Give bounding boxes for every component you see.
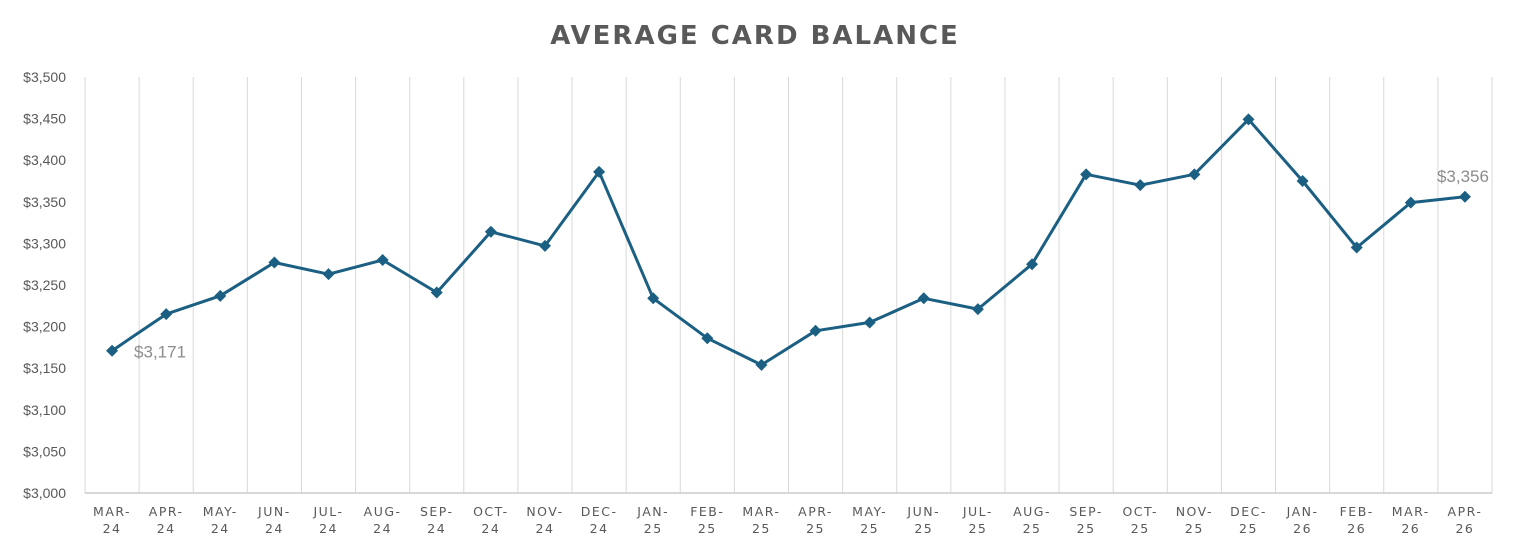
data-point-marker	[160, 308, 173, 321]
x-tick-label: NOV-24	[526, 504, 563, 536]
y-tick-label: $3,150	[23, 360, 66, 376]
x-tick-label: DEC-24	[581, 504, 618, 536]
y-tick-label: $3,100	[23, 402, 66, 418]
x-tick-label: JAN-26	[1286, 504, 1319, 536]
x-tick-label: DEC-25	[1230, 504, 1267, 536]
data-point-marker	[268, 256, 281, 269]
data-point-marker	[538, 239, 551, 252]
x-tick-label: JAN-25	[636, 504, 669, 536]
x-tick-label: MAY-25	[852, 504, 887, 536]
x-tick-label: SEP-25	[1069, 504, 1103, 536]
data-point-marker	[701, 332, 714, 345]
data-point-marker	[1080, 168, 1093, 181]
y-axis-tick-labels: $3,000 $3,050 $3,100 $3,150 $3,200 $3,250 $3,3…	[23, 69, 66, 501]
x-tick-label: NOV-25	[1176, 504, 1213, 536]
data-point-marker	[376, 254, 389, 267]
series-balance	[110, 117, 1467, 367]
gridlines	[84, 77, 1493, 493]
x-tick-label: AUG-24	[364, 504, 402, 536]
x-tick-label: MAR-24	[93, 504, 131, 536]
data-point-marker	[214, 289, 227, 302]
x-tick-label: FEB-25	[690, 504, 724, 536]
x-tick-label: APR-26	[1448, 504, 1483, 536]
data-point-marker	[755, 358, 768, 371]
y-tick-label: $3,400	[23, 152, 66, 168]
x-tick-label: OCT-24	[473, 504, 509, 536]
data-label: $3,171	[134, 343, 186, 362]
data-point-marker	[1458, 190, 1471, 203]
x-tick-label: JUN-24	[257, 504, 291, 536]
x-tick-label: MAY-24	[203, 504, 238, 536]
x-tick-label: APR-25	[798, 504, 833, 536]
y-tick-label: $3,000	[23, 485, 66, 501]
x-tick-label: JUN-25	[906, 504, 940, 536]
data-label: $3,356	[1437, 167, 1489, 186]
data-point-markers	[106, 113, 1471, 371]
x-axis-tick-labels: MAR-24 APR-24 MAY-24 JUN-24 JUL-24 AUG-24 SEP-…	[93, 504, 1483, 536]
data-point-marker	[863, 316, 876, 329]
y-tick-label: $3,250	[23, 277, 66, 293]
y-tick-label: $3,450	[23, 111, 66, 127]
data-point-marker	[1026, 258, 1039, 271]
x-tick-label: FEB-26	[1340, 504, 1374, 536]
x-tick-label: JUL-24	[312, 504, 343, 536]
x-tick-label: AUG-25	[1013, 504, 1051, 536]
data-point-marker	[971, 303, 984, 316]
x-tick-label: MAR-25	[742, 504, 780, 536]
data-point-marker	[1134, 179, 1147, 192]
data-point-marker	[1350, 241, 1363, 254]
series-line	[110, 117, 1467, 367]
data-point-marker	[1242, 113, 1255, 126]
data-point-marker	[593, 165, 606, 178]
x-tick-label: OCT-25	[1122, 504, 1158, 536]
y-tick-label: $3,300	[23, 235, 66, 251]
data-point-marker	[1404, 196, 1417, 209]
x-tick-label: JUL-25	[962, 504, 993, 536]
data-point-marker	[917, 292, 930, 305]
x-tick-label: APR-24	[149, 504, 184, 536]
data-point-marker	[647, 292, 660, 305]
chart-title: AVERAGE CARD BALANCE	[550, 21, 960, 51]
data-point-marker	[106, 344, 119, 357]
data-point-marker	[1188, 168, 1201, 181]
y-tick-label: $3,050	[23, 443, 66, 459]
x-tick-label: SEP-24	[420, 504, 454, 536]
y-tick-label: $3,350	[23, 194, 66, 210]
data-point-marker	[430, 286, 443, 299]
data-labels: $3,171 $3,356	[134, 167, 1489, 362]
data-point-marker	[1296, 175, 1309, 187]
y-tick-label: $3,500	[23, 69, 66, 85]
y-tick-label: $3,200	[23, 319, 66, 335]
x-tick-label: MAR-26	[1392, 504, 1430, 536]
data-point-marker	[322, 268, 335, 281]
data-point-marker	[484, 225, 497, 238]
data-point-marker	[809, 324, 822, 337]
